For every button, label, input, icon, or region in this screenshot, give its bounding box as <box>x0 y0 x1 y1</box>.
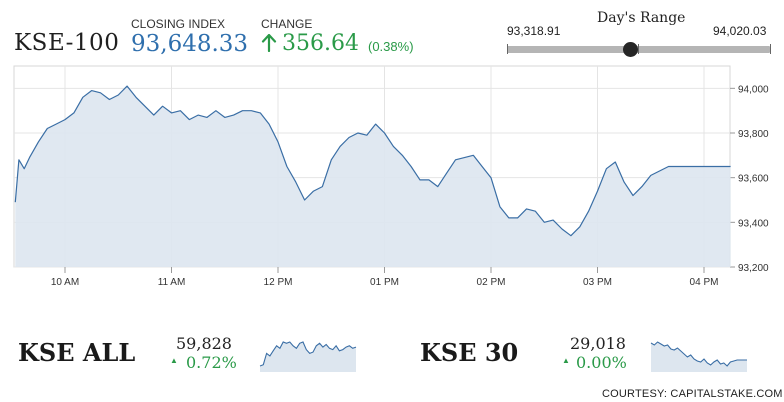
index-name: KSE-100 <box>14 30 120 56</box>
closing-index-value: 93,648.33 <box>131 31 249 57</box>
kse-all-name: KSE ALL <box>18 338 136 367</box>
kse-all-sparkline <box>259 341 357 372</box>
x-tick-label: 03 PM <box>583 277 612 288</box>
change-percent: (0.38%) <box>368 39 414 54</box>
change-label: CHANGE <box>261 17 313 31</box>
days-range-tick <box>507 44 508 54</box>
kse-30-percent: 0.00% <box>576 353 627 372</box>
y-tick-label: 93,800 <box>738 129 769 140</box>
kse-30-sparkline <box>650 341 747 372</box>
x-tick-label: 11 AM <box>158 277 186 288</box>
days-range-marker <box>623 42 639 57</box>
y-tick-label: 94,000 <box>738 84 769 95</box>
triangle-up-icon: ▲ <box>562 356 570 365</box>
main-intraday-chart: 94,000 93,800 93,600 93,400 93,200 10 AM 11 AM… <box>13 65 769 288</box>
days-range-high: 94,020.03 <box>713 24 767 38</box>
sparkline-line <box>259 341 357 367</box>
days-range-low: 93,318.91 <box>507 24 561 38</box>
x-tick-label: 01 PM <box>370 277 399 288</box>
days-range-tick <box>770 44 771 54</box>
kse-30-name: KSE 30 <box>420 338 519 367</box>
triangle-up-icon: ▲ <box>170 356 178 365</box>
y-tick-label: 93,400 <box>738 218 769 229</box>
x-tick-label: 12 PM <box>264 277 293 288</box>
kse-all-percent: 0.72% <box>186 353 237 372</box>
change-value: 356.64 <box>282 31 359 56</box>
days-range-tick <box>638 44 639 54</box>
arrow-up-icon <box>261 34 277 52</box>
y-tick-label: 93,600 <box>738 174 769 185</box>
y-tick-label: 93,200 <box>738 263 769 274</box>
index-area-fill <box>15 86 731 267</box>
x-tick-label: 02 PM <box>477 277 506 288</box>
index-line <box>14 85 731 237</box>
courtesy-credit: COURTESY: CAPITALSTAKE.COM <box>602 388 783 400</box>
days-range-title: Day's Range <box>597 10 686 26</box>
x-tick-label: 10 AM <box>51 277 79 288</box>
x-tick-label: 04 PM <box>690 277 719 288</box>
closing-index-label: CLOSING INDEX <box>131 17 226 31</box>
sparkline-line <box>650 341 747 367</box>
kse-all-value: 59,828 <box>176 334 232 353</box>
kse-30-value: 29,018 <box>570 334 626 353</box>
sparkline-fill <box>260 342 356 372</box>
sparkline-fill <box>651 342 747 372</box>
